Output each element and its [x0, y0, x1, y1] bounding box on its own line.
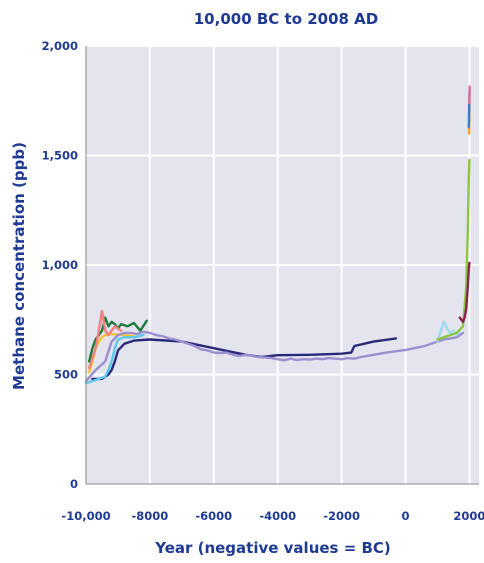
x-tick-label: 2000 — [453, 509, 484, 523]
series-line-8 — [436, 158, 471, 341]
chart-title: 10,000 BC to 2008 AD — [194, 10, 379, 28]
x-tick-label: -10,000 — [61, 509, 110, 523]
y-tick-label: 1,000 — [42, 258, 78, 272]
x-tick-label: 0 — [402, 509, 410, 523]
x-tick-label: -6000 — [195, 509, 232, 523]
x-axis-label: Year (negative values = BC) — [154, 539, 391, 557]
tick-labels: -10,000 -8000 -6000 -4000 -2000 0 2000 0 500 1,00… — [42, 39, 484, 523]
y-tick-label: 1,500 — [42, 149, 78, 163]
data-series — [84, 85, 471, 385]
series-line-5 — [84, 333, 145, 385]
y-tick-label: 2,000 — [42, 39, 78, 53]
y-tick-label: 500 — [54, 368, 78, 382]
x-tick-label: -2000 — [323, 509, 360, 523]
y-tick-label: 0 — [70, 477, 78, 491]
x-tick-label: -4000 — [259, 509, 296, 523]
x-tick-label: -8000 — [132, 509, 169, 523]
series-line-9 — [458, 261, 471, 324]
series-line-4 — [88, 309, 123, 370]
axes — [85, 46, 479, 485]
series-line-7 — [436, 320, 461, 343]
y-axis-label: Methane concentration (ppb) — [10, 142, 28, 390]
series-line-6 — [84, 330, 465, 383]
